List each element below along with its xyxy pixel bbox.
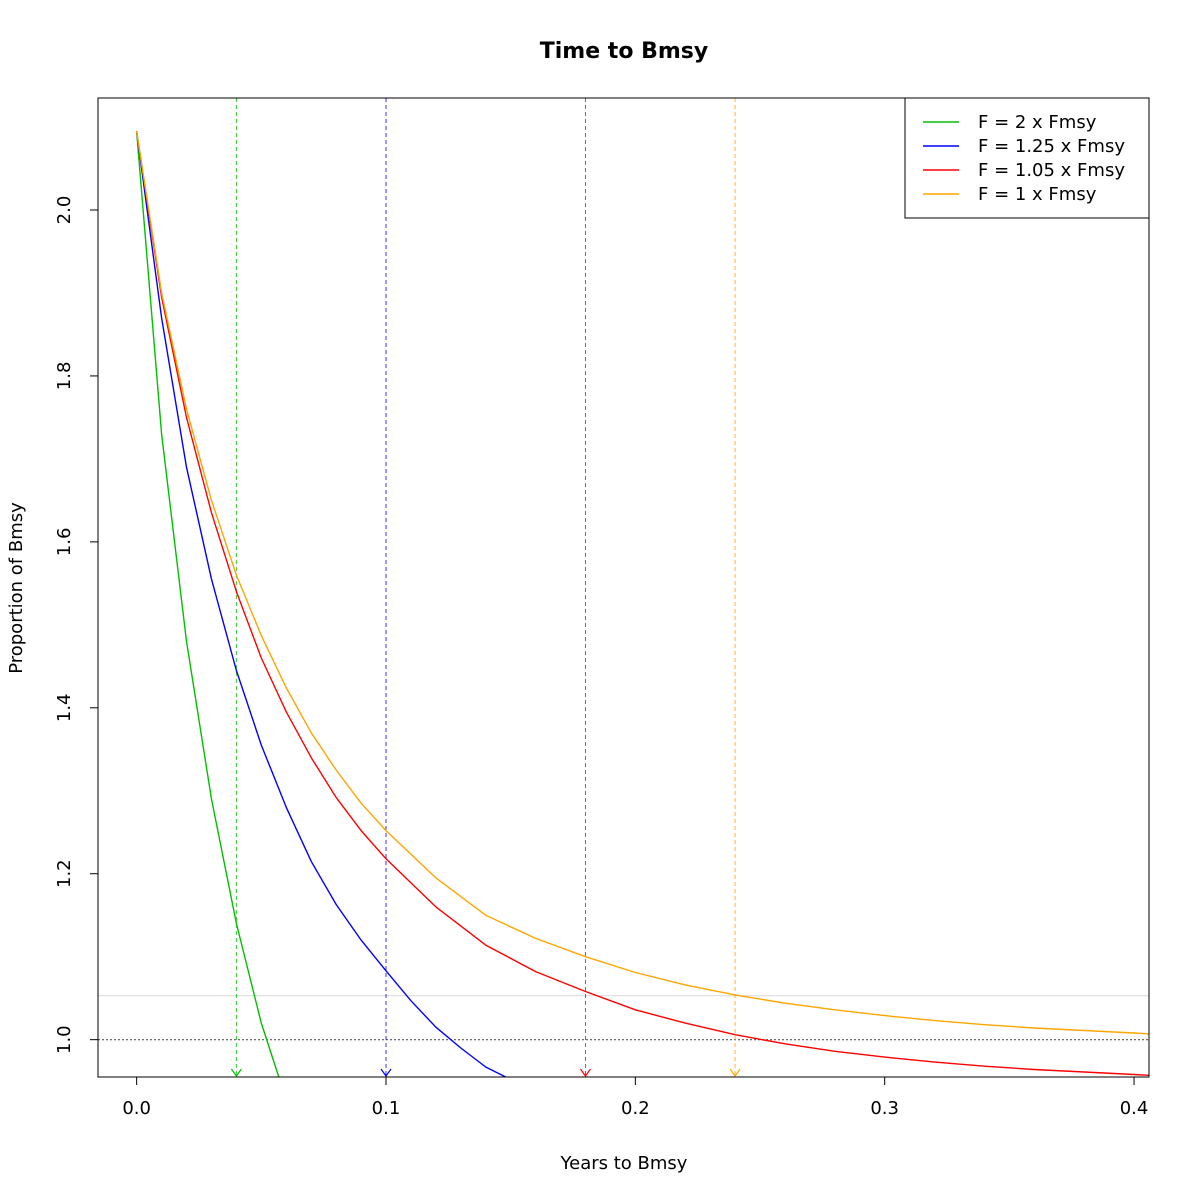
plot-area bbox=[98, 98, 1149, 1077]
y-tick-label-5: 1.8 bbox=[54, 362, 75, 391]
legend-label-3: F = 1.05 x Fmsy bbox=[978, 160, 1125, 181]
series-line-4 bbox=[135, 131, 1149, 1035]
y-tick-label-3: 1.4 bbox=[54, 693, 75, 722]
x-tick-label-5: 0.4 bbox=[1120, 1098, 1149, 1119]
y-axis: 1.0 1.2 1.4 1.6 1.8 2.0 bbox=[54, 196, 98, 1054]
marker-arrow-2 bbox=[380, 1068, 392, 1077]
series-line-1 bbox=[135, 131, 280, 1077]
x-axis: 0.0 0.1 0.2 0.3 0.4 bbox=[122, 1077, 1148, 1119]
legend-label-1: F = 2 x Fmsy bbox=[978, 112, 1097, 133]
y-tick-label-6: 2.0 bbox=[54, 196, 75, 225]
y-axis-title: Proportion of Bmsy bbox=[6, 502, 27, 674]
legend-box bbox=[904, 97, 1150, 219]
y-tick-label-1: 1.0 bbox=[54, 1025, 75, 1054]
x-tick-label-3: 0.2 bbox=[621, 1098, 650, 1119]
legend-label-2: F = 1.25 x Fmsy bbox=[978, 136, 1125, 157]
marker-arrow-4 bbox=[729, 1068, 741, 1077]
marker-arrow-1 bbox=[230, 1068, 242, 1077]
legend-label-4: F = 1 x Fmsy bbox=[978, 184, 1097, 205]
legend: F = 2 x Fmsy F = 1.25 x Fmsy F = 1.05 x Fm… bbox=[904, 97, 1150, 219]
chart-title: Time to Bmsy bbox=[540, 39, 708, 64]
series-line-3 bbox=[135, 131, 1149, 1076]
y-tick-label-2: 1.2 bbox=[54, 859, 75, 888]
x-tick-label-1: 0.0 bbox=[122, 1098, 151, 1119]
marker-arrow-3 bbox=[579, 1068, 591, 1077]
y-tick-label-4: 1.6 bbox=[54, 528, 75, 557]
x-axis-title: Years to Bmsy bbox=[560, 1153, 688, 1174]
x-tick-label-4: 0.3 bbox=[870, 1098, 899, 1119]
x-tick-label-2: 0.1 bbox=[372, 1098, 401, 1119]
series-line-2 bbox=[135, 131, 507, 1077]
plot-frame bbox=[97, 97, 1150, 1078]
